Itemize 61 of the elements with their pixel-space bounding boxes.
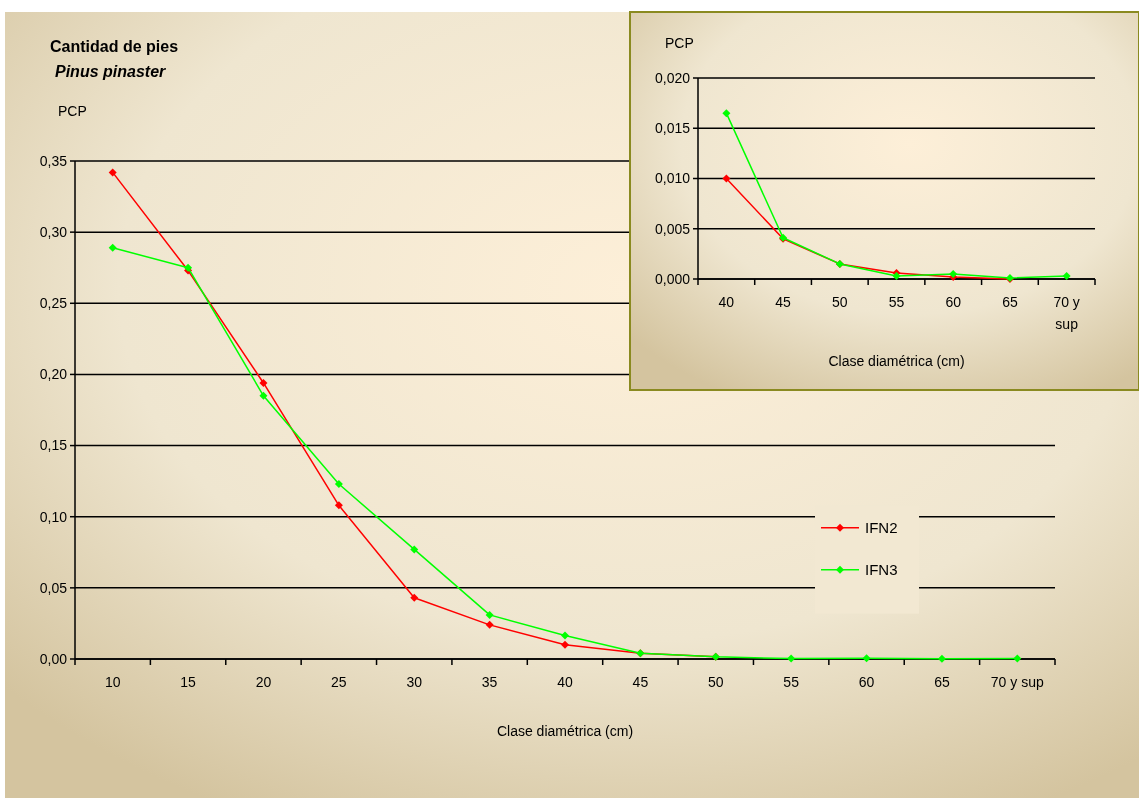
- x-tick-label: 15: [180, 674, 197, 690]
- point: [108, 168, 117, 177]
- point: [259, 391, 268, 400]
- point: [108, 243, 117, 252]
- y-tick-label: 0,20: [39, 366, 68, 383]
- x-tick-label: 70 y sup: [1053, 294, 1080, 332]
- y-tick-label: 0,005: [654, 220, 691, 237]
- point: [1013, 654, 1022, 663]
- x-tick-label: 60: [858, 674, 875, 690]
- y-tick-label: 0,010: [654, 170, 691, 187]
- x-axis-title: Clase diamétrica (cm): [828, 353, 965, 369]
- y-tick-label: 0,30: [39, 224, 68, 241]
- point: [1062, 271, 1071, 280]
- legend-label: IFN3: [865, 560, 898, 578]
- y-tick-label: 0,020: [654, 69, 691, 86]
- y-tick-label: 0,00: [39, 650, 68, 667]
- x-tick-label: 65: [934, 674, 950, 690]
- point: [862, 654, 871, 663]
- x-tick-label: 30: [406, 674, 423, 690]
- x-tick-label: 70 y sup: [990, 674, 1044, 690]
- point: [334, 479, 343, 488]
- y-axis-title: PCP: [58, 103, 87, 119]
- point: [949, 269, 958, 278]
- point: [561, 631, 569, 640]
- x-tick-label: 25: [331, 674, 347, 690]
- y-tick-label: 0,10: [39, 508, 68, 525]
- x-tick-label: 45: [632, 674, 649, 690]
- chart-title: Cantidad de pies: [50, 38, 179, 55]
- y-axis-title: PCP: [665, 35, 694, 51]
- y-tick-label: 0,05: [39, 579, 68, 596]
- x-tick-label: 65: [1002, 294, 1018, 310]
- x-tick-label: 35: [481, 674, 498, 690]
- point: [259, 378, 268, 387]
- y-tick-label: 0,000: [654, 270, 691, 287]
- chart-subtitle: Pinus pinaster: [55, 63, 167, 80]
- x-tick-label: 50: [832, 294, 848, 310]
- y-tick-label: 0,15: [39, 437, 68, 454]
- x-tick-label: 45: [775, 294, 792, 310]
- point: [485, 610, 494, 619]
- x-tick-label: 55: [888, 294, 905, 310]
- y-tick-label: 0,35: [39, 152, 68, 169]
- x-tick-label: 20: [255, 674, 272, 690]
- point: [561, 640, 569, 649]
- x-tick-label: 60: [945, 294, 962, 310]
- point: [787, 654, 796, 663]
- x-tick-label: 10: [104, 674, 121, 690]
- x-tick-label: 55: [783, 674, 800, 690]
- point: [410, 545, 419, 554]
- point: [722, 109, 731, 118]
- x-axis-title: Clase diamétrica (cm): [496, 723, 634, 739]
- point: [722, 174, 731, 183]
- point: [410, 593, 419, 602]
- point: [485, 620, 494, 629]
- legend-label: IFN2: [865, 518, 898, 536]
- point: [334, 501, 343, 510]
- point: [937, 654, 946, 663]
- x-tick-label: 50: [707, 674, 724, 690]
- y-tick-label: 0,015: [654, 120, 691, 137]
- x-tick-label: 40: [557, 674, 573, 690]
- x-tick-label: 40: [718, 294, 735, 310]
- y-tick-label: 0,25: [39, 295, 68, 312]
